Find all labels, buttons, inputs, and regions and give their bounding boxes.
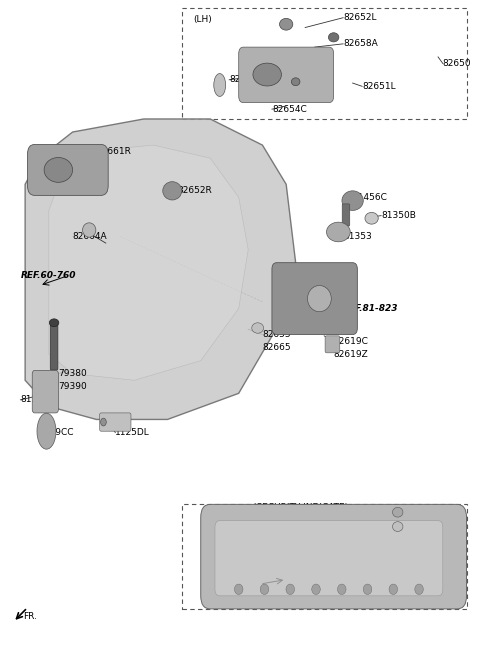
FancyBboxPatch shape [272,262,358,335]
Ellipse shape [393,507,403,517]
Ellipse shape [326,222,350,242]
Ellipse shape [163,182,182,200]
Ellipse shape [286,584,295,594]
Ellipse shape [363,584,372,594]
FancyBboxPatch shape [201,504,467,609]
Text: 82655: 82655 [263,330,291,339]
Text: 81456C: 81456C [353,193,387,202]
Ellipse shape [49,319,59,327]
Text: 82668: 82668 [49,167,77,176]
Text: 82654C: 82654C [272,105,307,113]
Ellipse shape [337,584,346,594]
Ellipse shape [83,223,96,237]
Text: 92290: 92290 [414,510,443,519]
Ellipse shape [312,584,320,594]
Text: 82654B: 82654B [229,75,264,84]
FancyBboxPatch shape [100,413,131,431]
Text: REF.60-760: REF.60-760 [20,271,76,280]
Text: (SECURITY INDICATE): (SECURITY INDICATE) [253,503,348,512]
FancyBboxPatch shape [32,371,59,413]
Text: (LH): (LH) [193,15,212,24]
Ellipse shape [389,584,397,594]
Ellipse shape [415,584,423,594]
Text: 81353: 81353 [343,232,372,241]
Text: 82652L: 82652L [343,13,377,22]
Text: REF.84-847: REF.84-847 [258,581,313,590]
Text: 82619Z: 82619Z [334,350,368,359]
Ellipse shape [214,73,226,96]
Text: 82665: 82665 [263,343,291,352]
Ellipse shape [234,584,243,594]
Ellipse shape [253,63,281,86]
Text: 82658A: 82658A [343,39,378,49]
Text: 82619C: 82619C [334,337,369,346]
Ellipse shape [342,191,363,211]
Ellipse shape [308,285,331,312]
Text: 82661R: 82661R [96,147,131,156]
Ellipse shape [37,413,56,449]
Text: 95410K: 95410K [414,526,449,535]
Text: 1125DL: 1125DL [115,428,150,437]
Text: REF.81-823: REF.81-823 [343,304,398,313]
Text: 81335: 81335 [20,396,49,404]
Text: 1339CC: 1339CC [39,428,75,437]
Text: 82664A: 82664A [72,232,107,241]
FancyBboxPatch shape [325,336,340,353]
Ellipse shape [44,157,72,182]
Text: 82650: 82650 [443,59,471,68]
Ellipse shape [260,584,269,594]
Polygon shape [49,145,248,380]
Ellipse shape [279,18,293,30]
Ellipse shape [291,78,300,86]
Text: FR.: FR. [23,612,36,621]
Ellipse shape [393,522,403,531]
FancyBboxPatch shape [27,144,108,195]
Text: 81350B: 81350B [381,211,416,220]
FancyBboxPatch shape [50,325,58,370]
FancyBboxPatch shape [342,204,350,226]
FancyBboxPatch shape [215,521,443,596]
Ellipse shape [252,323,264,333]
Text: 82651L: 82651L [362,82,396,91]
Text: 82652R: 82652R [177,186,212,195]
Text: 79390: 79390 [59,382,87,391]
Polygon shape [25,119,296,419]
Ellipse shape [328,33,339,42]
Ellipse shape [365,213,378,224]
Text: 79380: 79380 [59,369,87,379]
FancyBboxPatch shape [239,47,334,102]
Ellipse shape [101,418,106,426]
